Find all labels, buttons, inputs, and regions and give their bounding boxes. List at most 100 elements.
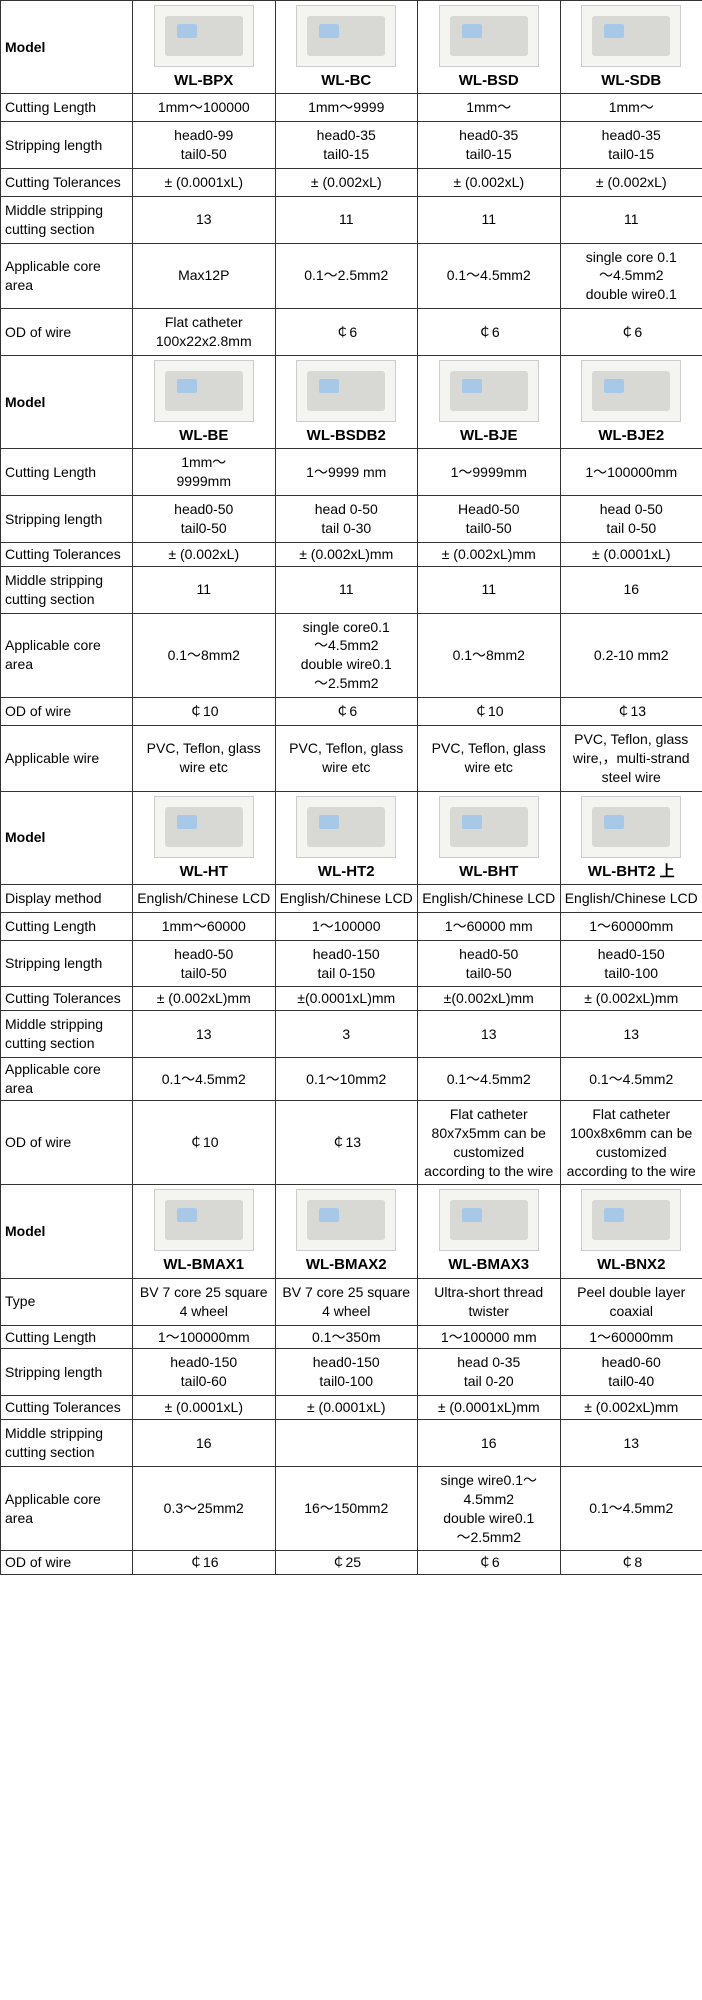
spec-cell: PVC, Teflon, glass wire etc xyxy=(418,725,561,791)
model-row: Model WL-HT WL-HT2 WL-BHT WL-BHT2 上 xyxy=(1,791,702,884)
model-col: WL-BSD xyxy=(418,1,561,94)
spec-row: Cutting Length1mm～9999mm1～9999 mm1～9999m… xyxy=(1,449,702,496)
row-label: Cutting Tolerances xyxy=(1,1396,133,1420)
spec-cell: 1mm～9999mm xyxy=(133,449,276,496)
product-image xyxy=(154,360,254,422)
spec-row: Cutting Tolerances± (0.002xL)mm±(0.0001x… xyxy=(1,987,702,1011)
spec-cell: English/Chinese LCD xyxy=(560,884,702,912)
product-image xyxy=(296,5,396,67)
spec-cell: ± (0.002xL) xyxy=(275,168,418,196)
spec-cell: ± (0.0001xL) xyxy=(560,542,702,566)
spec-cell: 0.1～4.5mm2 xyxy=(418,1058,561,1101)
spec-cell: head0-150tail 0-150 xyxy=(275,940,418,987)
model-name: WL-BHT xyxy=(420,862,558,882)
model-header: Model xyxy=(1,1185,133,1278)
product-image xyxy=(581,5,681,67)
model-name: WL-BPX xyxy=(135,71,273,91)
spec-cell: Head0-50tail0-50 xyxy=(418,496,561,543)
row-label: Middle stripping cutting section xyxy=(1,1011,133,1058)
spec-cell: 11 xyxy=(418,196,561,243)
spec-cell: 13 xyxy=(560,1011,702,1058)
spec-row: Cutting Tolerances± (0.002xL)± (0.002xL)… xyxy=(1,542,702,566)
spec-cell: 3 xyxy=(275,1011,418,1058)
model-name: WL-HT xyxy=(135,862,273,882)
spec-table: Model WL-BPX WL-BC WL-BSD WL-SDB Cutting… xyxy=(0,0,702,1575)
spec-row: Cutting Tolerances± (0.0001xL) ± (0.0001x… xyxy=(1,1396,702,1420)
spec-cell: 0.3～25mm2 xyxy=(133,1466,276,1551)
product-image xyxy=(581,796,681,858)
model-row: Model WL-BMAX1 WL-BMAX2 WL-BMAX3 WL-BNX2 xyxy=(1,1185,702,1278)
spec-cell: ± (0.0001xL)mm xyxy=(418,1396,561,1420)
spec-cell: 0.1～10mm2 xyxy=(275,1058,418,1101)
model-name: WL-BE xyxy=(135,426,273,446)
spec-row: Cutting Tolerances± (0.0001xL)± (0.002xL… xyxy=(1,168,702,196)
product-image xyxy=(581,360,681,422)
spec-cell: head0-35tail0-15 xyxy=(418,122,561,169)
spec-row: Applicable core area0.1～8mm2single core0… xyxy=(1,613,702,698)
spec-cell: 1mm～9999 xyxy=(275,94,418,122)
row-label: Middle stripping cutting section xyxy=(1,196,133,243)
spec-cell: ￠6 xyxy=(418,1551,561,1575)
model-col: WL-HT2 xyxy=(275,791,418,884)
spec-cell: 16～150mm2 xyxy=(275,1466,418,1551)
model-col: WL-BC xyxy=(275,1,418,94)
spec-cell: head0-150tail0-60 xyxy=(133,1349,276,1396)
model-header: Model xyxy=(1,791,133,884)
spec-cell: head0-35tail0-15 xyxy=(275,122,418,169)
row-label: Stripping length xyxy=(1,1349,133,1396)
spec-cell: 1mm～100000 xyxy=(133,94,276,122)
model-name: WL-BMAX2 xyxy=(278,1255,416,1275)
spec-row: TypeBV 7 core 25 square 4 wheelBV 7 core… xyxy=(1,1278,702,1325)
spec-cell: ± (0.002xL)mm xyxy=(275,542,418,566)
spec-cell: 13 xyxy=(560,1420,702,1467)
model-name: WL-BHT2 上 xyxy=(563,862,701,882)
spec-cell: ±(0.002xL)mm xyxy=(418,987,561,1011)
spec-cell: ± (0.0001xL) xyxy=(133,168,276,196)
spec-cell: head0-35tail0-15 xyxy=(560,122,702,169)
row-label: Cutting Tolerances xyxy=(1,542,133,566)
spec-cell: Ultra-short thread twister xyxy=(418,1278,561,1325)
spec-cell: head 0-50tail 0-50 xyxy=(560,496,702,543)
spec-row: Cutting Length1mm～600001～1000001～60000 m… xyxy=(1,912,702,940)
row-label: Stripping length xyxy=(1,940,133,987)
product-image xyxy=(154,796,254,858)
spec-row: Stripping lengthhead0-150tail0-60head0-1… xyxy=(1,1349,702,1396)
spec-cell: head0-50tail0-50 xyxy=(133,496,276,543)
spec-cell: ￠8 xyxy=(560,1551,702,1575)
spec-row: Applicable core area0.3～25mm216～150mm2si… xyxy=(1,1466,702,1551)
spec-cell: ￠13 xyxy=(560,698,702,726)
product-image xyxy=(154,1189,254,1251)
spec-cell: 1～100000 mm xyxy=(418,1325,561,1349)
spec-row: Stripping lengthhead0-99tail0-50head0-35… xyxy=(1,122,702,169)
row-label: Display method xyxy=(1,884,133,912)
spec-cell: ￠6 xyxy=(275,309,418,356)
product-image xyxy=(439,1189,539,1251)
row-label: Applicable core area xyxy=(1,243,133,309)
spec-row: Display method English/Chinese LCD English… xyxy=(1,884,702,912)
spec-cell: 0.2-10 mm2 xyxy=(560,613,702,698)
spec-cell: 1～60000mm xyxy=(560,1325,702,1349)
spec-cell: BV 7 core 25 square 4 wheel xyxy=(133,1278,276,1325)
row-label: Middle stripping cutting section xyxy=(1,566,133,613)
spec-row: Stripping lengthhead0-50tail0-50head0-15… xyxy=(1,940,702,987)
model-col: WL-BHT xyxy=(418,791,561,884)
spec-cell: 1mm～60000 xyxy=(133,912,276,940)
spec-row: OD of wireFlat catheter100x22x2.8mm￠6￠6￠… xyxy=(1,309,702,356)
model-name: WL-HT2 xyxy=(278,862,416,882)
spec-row: Cutting Length1mm～1000001mm～99991mm～1mm～ xyxy=(1,94,702,122)
model-name: WL-BJE xyxy=(420,426,558,446)
spec-cell: 1～9999mm xyxy=(418,449,561,496)
row-label: OD of wire xyxy=(1,309,133,356)
model-name: WL-BMAX3 xyxy=(420,1255,558,1275)
model-col: WL-BMAX3 xyxy=(418,1185,561,1278)
spec-cell: ￠6 xyxy=(275,698,418,726)
spec-cell: 0.1～350m xyxy=(275,1325,418,1349)
spec-cell: ± (0.002xL)mm xyxy=(560,1396,702,1420)
spec-cell: Flat catheter 80x7x5mm can be customized… xyxy=(418,1100,561,1185)
model-row: Model WL-BE WL-BSDB2 WL-BJE WL-BJE2 xyxy=(1,356,702,449)
spec-cell: ± (0.0001xL) xyxy=(133,1396,276,1420)
spec-cell: English/Chinese LCD xyxy=(275,884,418,912)
row-label: OD of wire xyxy=(1,698,133,726)
row-label: Cutting Tolerances xyxy=(1,987,133,1011)
spec-row: Middle stripping cutting section11111116 xyxy=(1,566,702,613)
